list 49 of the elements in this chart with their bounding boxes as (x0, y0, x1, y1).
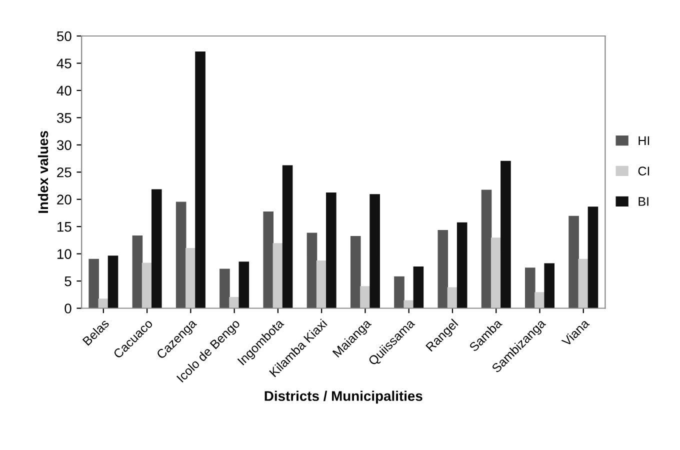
bar (186, 248, 196, 308)
bar (350, 236, 361, 308)
bar (326, 192, 336, 308)
bar (272, 243, 284, 308)
bar (88, 258, 99, 308)
y-tick-label: 45 (56, 58, 72, 68)
bar (394, 276, 404, 308)
bar (316, 260, 327, 308)
bar (370, 194, 380, 308)
bar (588, 206, 598, 308)
bar (220, 268, 230, 308)
y-tick-label: 5 (64, 276, 72, 286)
bar (360, 286, 370, 308)
bar (263, 212, 274, 308)
x-axis-title: Districts / Municipalities (264, 390, 422, 404)
bar (108, 256, 118, 308)
bar (525, 268, 536, 308)
bar (481, 190, 492, 308)
bar (152, 189, 162, 308)
legend-label: BI (638, 197, 648, 206)
bar (447, 287, 458, 308)
y-tick-label: 10 (57, 249, 72, 259)
y-tick-label: 35 (56, 113, 72, 123)
y-tick-label: 20 (57, 194, 72, 205)
y-tick-label: 50 (56, 31, 72, 42)
bar (568, 216, 579, 308)
bar (500, 160, 511, 308)
bar (490, 238, 502, 308)
bar (456, 222, 468, 308)
bar (282, 165, 293, 308)
bar (413, 266, 424, 308)
bar (176, 202, 186, 308)
bar (306, 232, 318, 308)
y-tick-label: 0 (64, 304, 72, 314)
legend-label: HI (638, 136, 650, 145)
bar (238, 262, 250, 308)
y-tick-label: 15 (57, 222, 72, 232)
y-tick-label: 30 (56, 140, 72, 150)
bar (142, 262, 152, 308)
bar (544, 263, 554, 308)
bar (195, 51, 206, 308)
y-axis-title: Index values (38, 131, 48, 213)
bar (438, 230, 448, 308)
y-tick-label: 40 (56, 86, 72, 96)
bar (229, 297, 240, 308)
bar (578, 258, 589, 308)
legend-label: CI (638, 166, 650, 176)
bar (132, 235, 143, 308)
y-tick-label: 25 (57, 167, 72, 178)
